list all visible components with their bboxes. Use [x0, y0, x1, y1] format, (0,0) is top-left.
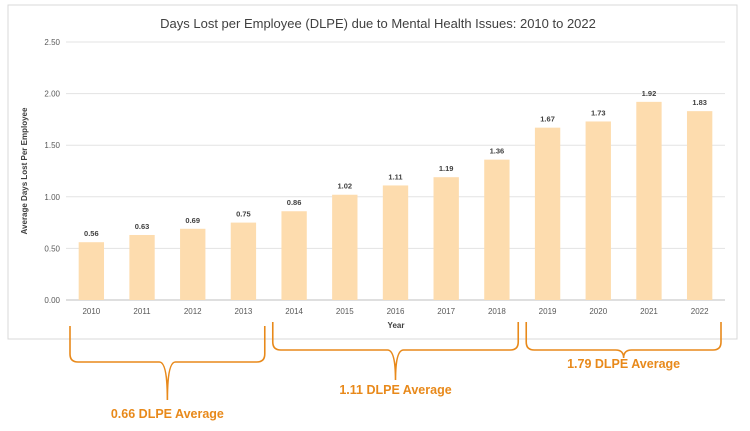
average-label: 1.11 DLPE Average	[339, 383, 451, 397]
data-label: 1.73	[591, 108, 606, 117]
chart-title: Days Lost per Employee (DLPE) due to Men…	[160, 16, 596, 31]
average-label: 0.66 DLPE Average	[111, 407, 224, 421]
x-tick-label: 2012	[184, 307, 202, 316]
x-tick-label: 2011	[133, 307, 151, 316]
bar	[585, 121, 611, 301]
bar	[636, 101, 662, 300]
data-label: 0.69	[185, 216, 200, 225]
data-label: 1.83	[692, 98, 707, 107]
x-tick-label: 2013	[235, 307, 253, 316]
average-annotations: 0.66 DLPE Average 1.11 DLPE Average 1.79 D…	[69, 322, 722, 421]
y-axis-title: Average Days Lost Per Employee	[20, 107, 29, 234]
x-tick-label: 2021	[640, 307, 658, 316]
x-axis-ticks: 2010 2011 2012 2013 2014 2015 2016 2017 2018 2019…	[82, 307, 709, 316]
data-label: 1.02	[338, 182, 353, 191]
bar	[332, 194, 358, 300]
x-tick-label: 2015	[336, 307, 354, 316]
bar	[484, 159, 510, 300]
y-axis-ticks: 0.00 0.50 1.00 1.50 2.00 2.50	[44, 38, 60, 305]
bar	[382, 185, 409, 300]
x-tick-label: 2022	[691, 307, 709, 316]
curly-brace	[69, 326, 266, 401]
x-tick-label: 2014	[285, 307, 303, 316]
chart-frame	[7, 4, 738, 340]
x-tick-label: 2016	[387, 307, 405, 316]
bar	[433, 177, 459, 300]
curly-brace	[271, 322, 520, 381]
data-label: 0.63	[135, 222, 150, 231]
x-tick-label: 2017	[437, 307, 455, 316]
bars	[78, 101, 713, 301]
x-tick-label: 2018	[488, 307, 506, 316]
bar	[534, 127, 561, 300]
data-label: 1.36	[490, 147, 505, 156]
data-label: 0.86	[287, 198, 302, 207]
bar	[281, 211, 307, 300]
bar	[230, 222, 257, 300]
x-tick-label: 2010	[82, 307, 100, 316]
average-label: 1.79 DLPE Average	[567, 357, 680, 371]
data-labels: 0.56 0.63 0.69 0.75 0.86 1.02 1.11 1.19 1.36 1.67…	[84, 89, 707, 238]
x-axis-title: Year	[388, 321, 405, 330]
y-tick-label: 2.00	[44, 90, 60, 99]
data-label: 0.75	[236, 210, 251, 219]
x-tick-label: 2019	[539, 307, 557, 316]
curly-brace	[525, 322, 722, 359]
bar	[78, 242, 105, 300]
bar	[686, 111, 713, 300]
y-tick-label: 0.50	[44, 244, 60, 253]
bar	[129, 234, 155, 300]
y-tick-label: 1.50	[44, 141, 60, 150]
data-label: 1.92	[642, 89, 657, 98]
y-tick-label: 1.00	[44, 193, 60, 202]
bar	[180, 228, 206, 300]
y-tick-label: 2.50	[44, 38, 60, 47]
x-tick-label: 2020	[589, 307, 607, 316]
data-label: 1.19	[439, 164, 454, 173]
data-label: 1.11	[388, 172, 402, 181]
data-label: 0.56	[84, 229, 99, 238]
data-label: 1.67	[540, 115, 555, 124]
y-tick-label: 0.00	[44, 296, 60, 305]
